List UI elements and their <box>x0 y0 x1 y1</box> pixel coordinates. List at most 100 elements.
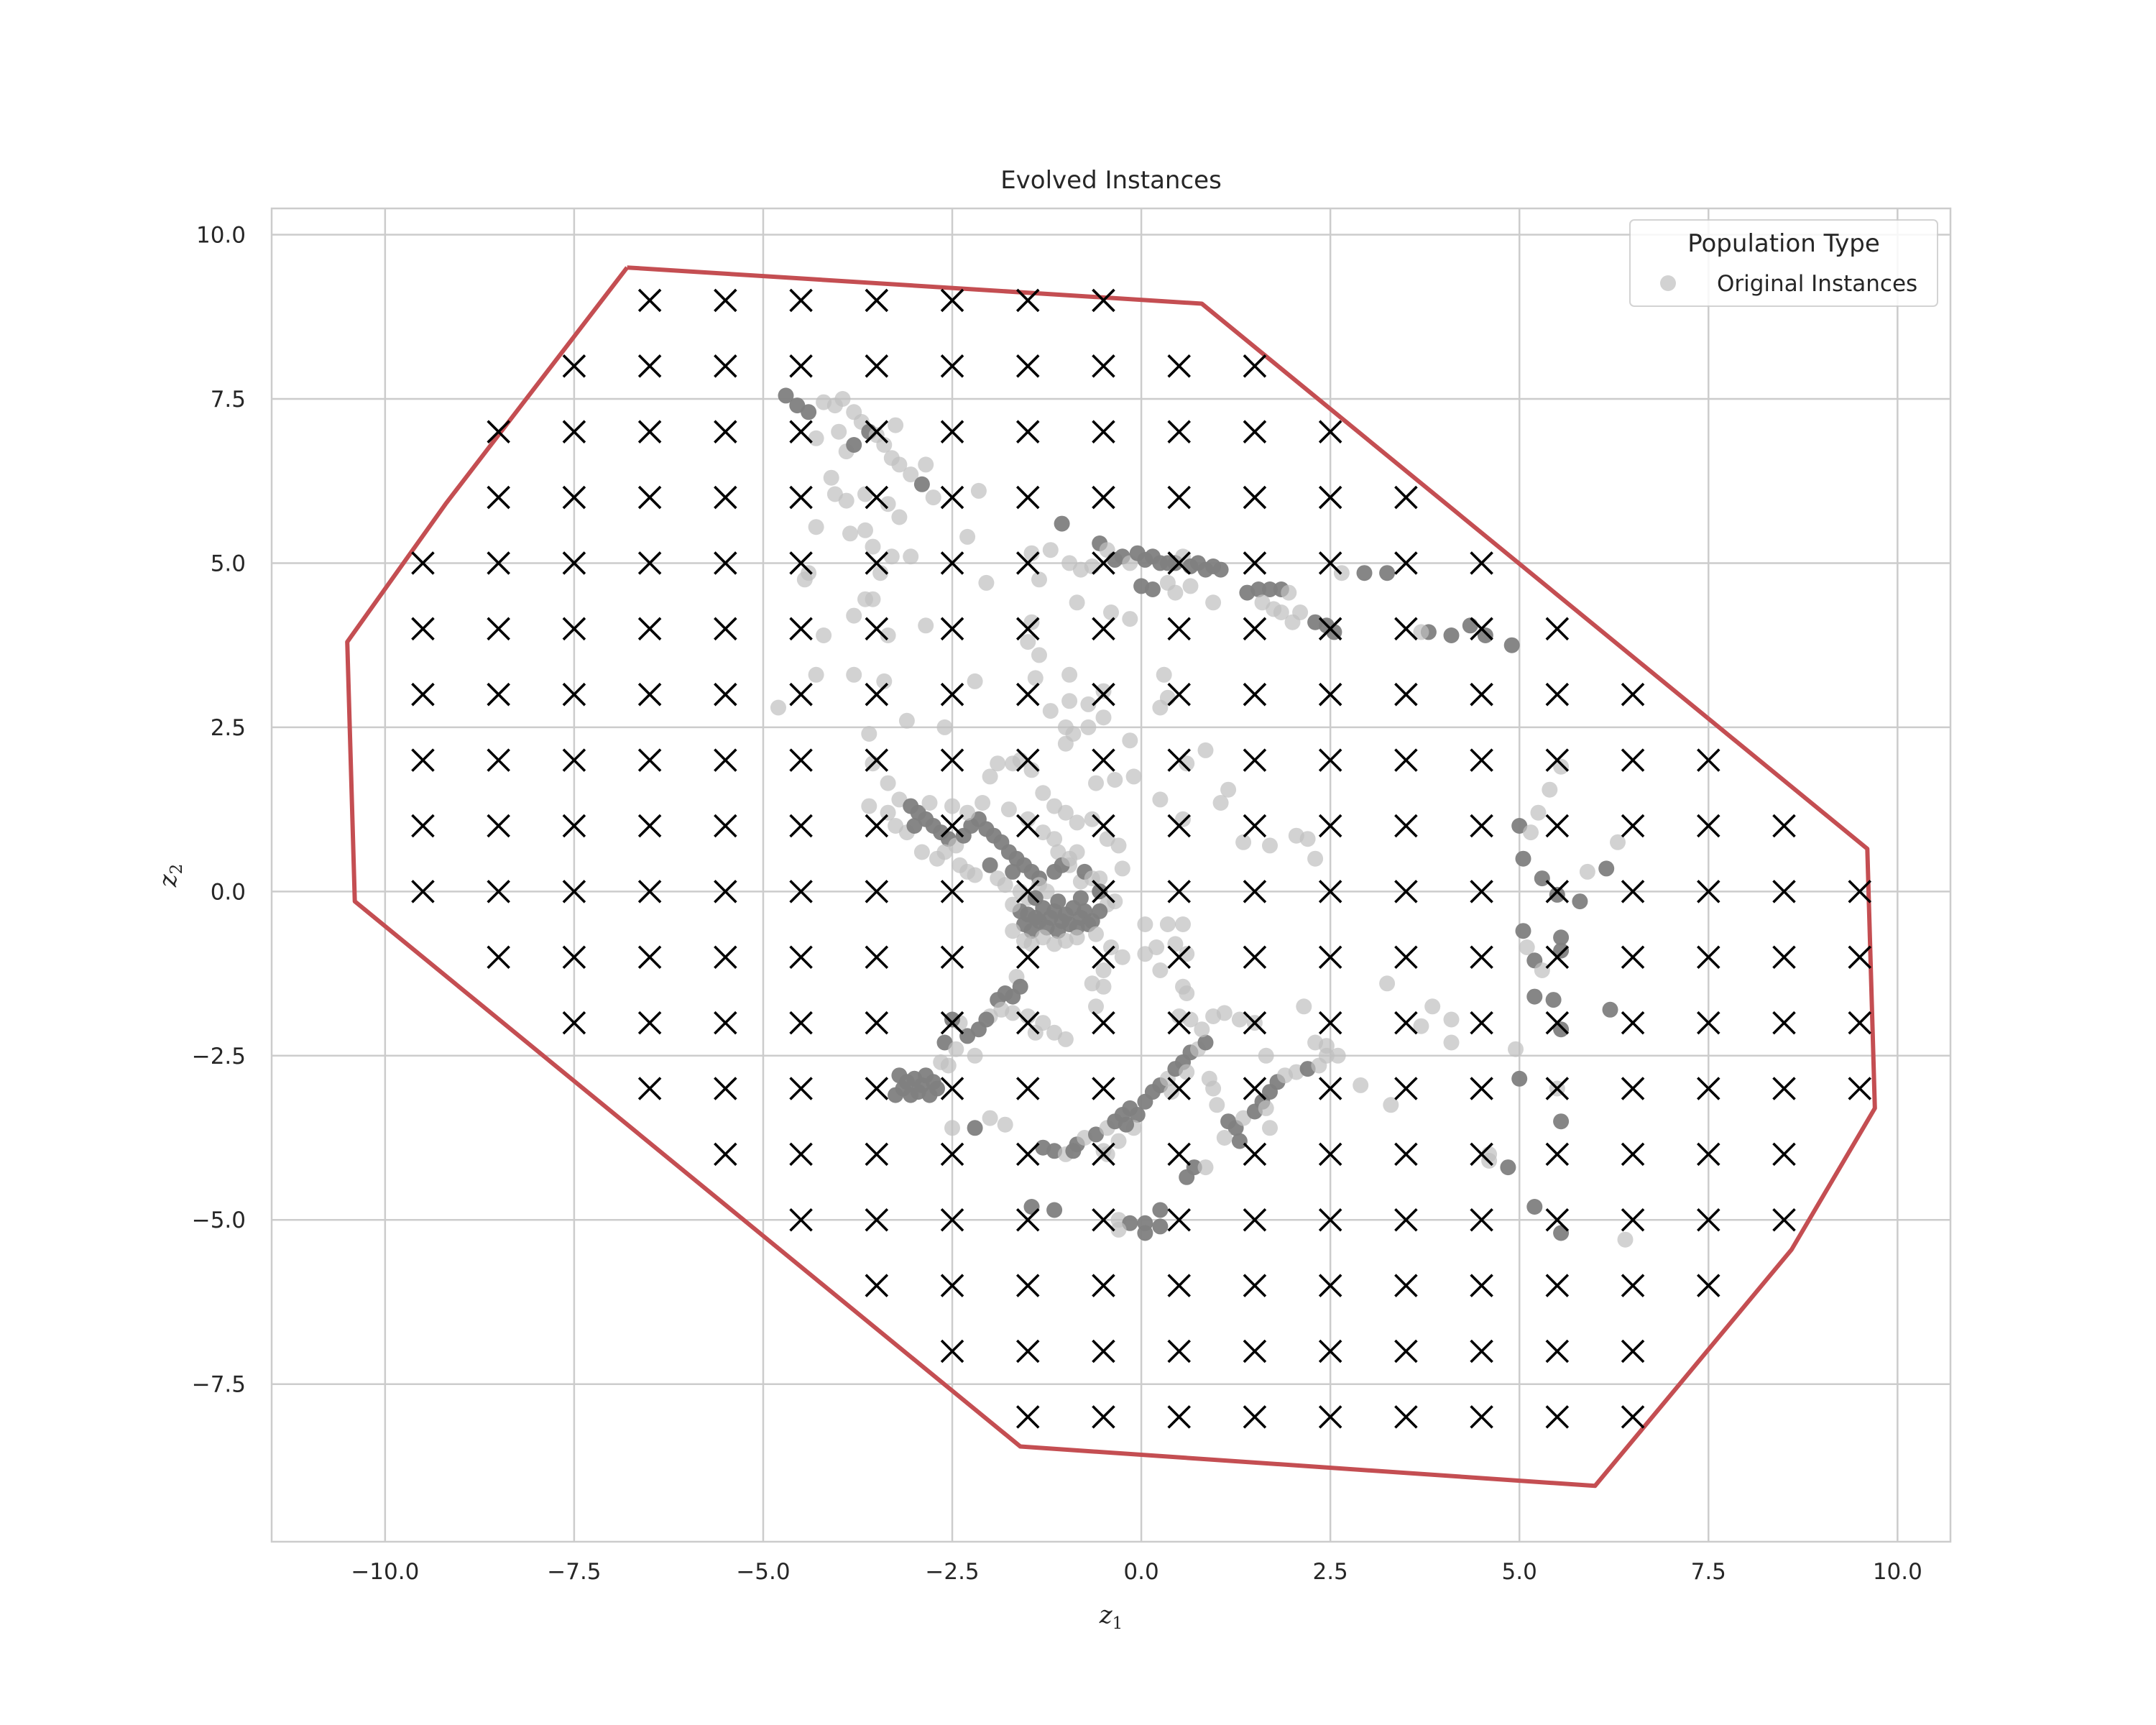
evolved-instance-marker <box>940 1011 964 1035</box>
evolved-instance-marker <box>1470 814 1493 838</box>
evolved-instance-marker <box>1697 1077 1720 1100</box>
evolved-instance-marker <box>487 485 510 510</box>
evolved-instance-marker <box>1772 945 1796 969</box>
evolved-instance-marker <box>1394 748 1418 772</box>
y-axis-label-base: z <box>154 873 183 888</box>
evolved-instance-marker <box>1697 748 1720 772</box>
evolved-instance-marker <box>1243 617 1267 641</box>
original-instance-point <box>1046 1202 1063 1218</box>
original-instance-point <box>967 673 983 689</box>
y-tick-label: −2.5 <box>192 1044 246 1070</box>
original-instance-point <box>1231 1133 1248 1149</box>
evolved-instance-marker <box>1318 617 1342 641</box>
evolved-instance-marker <box>1092 1339 1115 1363</box>
evolved-instance-marker <box>1318 485 1342 510</box>
evolved-instance-marker <box>1167 551 1191 575</box>
evolved-instance-marker <box>714 945 737 969</box>
original-instance-point <box>970 482 987 499</box>
original-instance-point <box>1020 634 1036 650</box>
x-axis-label-base: z <box>1099 1601 1113 1629</box>
original-instance-point <box>898 712 915 729</box>
evolved-instance-marker <box>714 617 737 641</box>
evolved-instance-marker <box>940 880 964 903</box>
original-instance-point <box>929 1080 945 1097</box>
evolved-instance-marker <box>1470 1208 1493 1232</box>
original-instance-point <box>1137 916 1153 932</box>
original-instance-point <box>1500 1159 1516 1176</box>
evolved-instance-marker <box>865 420 889 443</box>
evolved-instance-marker <box>1848 880 1872 903</box>
evolved-instance-marker <box>1621 1011 1645 1035</box>
chart-title: Evolved Instances <box>1000 166 1222 195</box>
evolved-instance-marker <box>1015 880 1040 903</box>
original-instance-point <box>1023 614 1040 630</box>
original-instance-point <box>1027 1024 1044 1041</box>
original-instance-point <box>1519 939 1535 955</box>
original-instance-point <box>1197 742 1214 758</box>
evolved-instance-marker <box>487 682 510 707</box>
evolved-instance-marker <box>1697 880 1720 903</box>
evolved-instance-marker <box>487 880 510 903</box>
evolved-instance-marker <box>562 617 586 641</box>
original-instance-point <box>1114 860 1130 877</box>
original-instance-point <box>1054 515 1070 532</box>
evolved-instance-marker <box>1545 880 1570 903</box>
evolved-instance-marker <box>789 1208 813 1232</box>
evolved-instance-marker <box>1772 1077 1796 1100</box>
evolved-instance-marker <box>1621 682 1645 707</box>
original-instance-point <box>1005 1005 1021 1021</box>
evolved-instance-marker <box>1621 814 1645 838</box>
original-instance-point <box>982 857 998 873</box>
original-instance-point <box>1092 903 1108 919</box>
original-instance-point <box>842 525 858 542</box>
evolved-instance-marker <box>1015 485 1040 510</box>
evolved-instance-marker <box>1394 1405 1418 1429</box>
evolved-instance-marker <box>637 945 662 969</box>
original-instance-point <box>1095 978 1112 995</box>
evolved-instance-marker <box>1318 682 1342 707</box>
original-instance-point <box>1553 929 1570 946</box>
evolved-instance-marker <box>1772 1142 1796 1167</box>
original-instance-point <box>1542 781 1558 798</box>
evolved-instance-marker <box>1621 1208 1645 1232</box>
original-instance-point <box>1462 617 1478 634</box>
original-instance-point <box>1553 1113 1570 1130</box>
original-instance-point <box>857 522 873 538</box>
evolved-instance-marker <box>1167 880 1191 903</box>
original-instance-point <box>846 437 862 453</box>
evolved-instance-marker <box>865 1208 889 1232</box>
evolved-instance-marker <box>562 354 586 378</box>
evolved-instance-marker <box>1318 1011 1342 1035</box>
original-instance-point <box>1330 1047 1346 1064</box>
evolved-instance-marker <box>1545 1011 1570 1035</box>
original-instance-point <box>1216 1130 1233 1146</box>
original-instance-point <box>1235 834 1252 850</box>
original-instance-point <box>1110 1221 1127 1238</box>
original-instance-point <box>1379 975 1396 992</box>
x-tick-label: −7.5 <box>547 1559 601 1585</box>
evolved-instance-marker <box>1092 880 1115 903</box>
original-instance-point <box>891 456 908 473</box>
legend-label-original: Original Instances <box>1717 271 1917 297</box>
evolved-instance-marker <box>789 748 813 772</box>
evolved-instance-marker <box>1318 814 1342 838</box>
evolved-instance-marker <box>1015 420 1040 443</box>
original-instance-point <box>903 548 919 565</box>
original-instance-point <box>1061 666 1078 683</box>
original-instance-point <box>1508 1041 1524 1057</box>
evolved-instance-marker <box>1545 617 1570 641</box>
evolved-instance-marker <box>1167 945 1191 969</box>
original-instance-point <box>1598 860 1615 877</box>
evolved-instance-marker <box>1243 748 1267 772</box>
original-instance-point <box>834 391 851 407</box>
evolved-instance-marker <box>1621 1274 1645 1297</box>
y-axis-label: z2 <box>154 864 186 888</box>
original-instance-point <box>1356 565 1373 581</box>
original-instance-point <box>1262 581 1278 597</box>
evolved-instance-marker <box>714 551 737 575</box>
evolved-instance-marker <box>1092 945 1115 969</box>
x-axis-label-sub: 1 <box>1112 1614 1123 1633</box>
original-instance-point <box>1511 1070 1528 1087</box>
original-instance-point <box>1549 886 1565 903</box>
original-instance-point <box>1069 814 1085 831</box>
